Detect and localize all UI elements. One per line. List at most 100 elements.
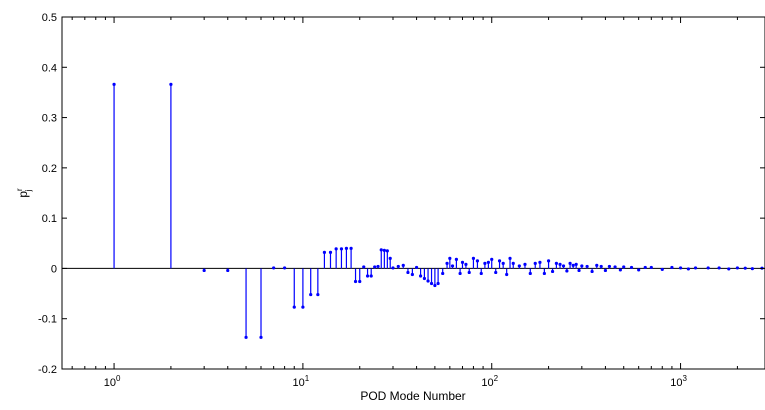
stem-marker <box>396 264 400 269</box>
stem-marker <box>595 263 599 268</box>
stem-marker <box>693 266 698 270</box>
y-axis-label-superscript: r <box>15 188 24 191</box>
stem-marker <box>362 265 366 269</box>
stem-marker <box>538 260 542 264</box>
stem-marker <box>259 335 263 339</box>
stem-marker <box>528 271 532 276</box>
stem-marker <box>497 259 502 263</box>
stem-marker <box>316 292 320 297</box>
stem-marker <box>309 292 313 297</box>
stem-marker <box>418 274 423 278</box>
stem-marker <box>706 266 710 270</box>
y-tick-label: 0.5 <box>42 12 57 24</box>
stem-marker <box>454 257 459 261</box>
stem-marker <box>577 268 581 273</box>
stem-marker <box>410 272 414 277</box>
stem-marker <box>511 261 515 265</box>
stem-marker <box>523 262 527 267</box>
stem-marker <box>226 268 230 273</box>
stem-marker <box>585 264 589 269</box>
stem-marker <box>358 279 362 284</box>
y-tick-label: -0.1 <box>38 314 57 326</box>
stem-marker <box>353 279 358 284</box>
stem-marker <box>565 269 569 273</box>
stem-marker <box>637 268 641 272</box>
stem-marker <box>450 264 455 268</box>
x-tick-label: 100 <box>104 374 121 389</box>
ticks <box>62 16 765 370</box>
stem-marker <box>426 279 430 283</box>
stem-marker <box>244 335 248 339</box>
y-tick-label: 0.3 <box>42 113 57 125</box>
stem-marker <box>301 305 305 309</box>
y-tick-label: 0.1 <box>42 213 57 225</box>
stem-marker <box>550 269 555 274</box>
stem-marker <box>750 267 754 271</box>
stem-marker <box>629 265 634 270</box>
stem-marker <box>272 266 276 270</box>
stem-marker <box>618 268 622 272</box>
stem-marker <box>517 264 521 268</box>
y-tick-label: 0.2 <box>42 163 57 175</box>
plot-background <box>62 17 765 369</box>
stem-marker <box>717 266 721 270</box>
stem-marker <box>546 259 551 263</box>
stem-marker <box>339 247 344 251</box>
stem-marker <box>169 82 173 86</box>
stem-marker <box>441 271 445 276</box>
stem-marker <box>328 250 333 254</box>
stem-marker <box>448 256 452 260</box>
stem-marker <box>322 250 327 254</box>
stem-marker <box>292 305 296 309</box>
x-axis-label: POD Mode Number <box>360 389 465 403</box>
stem-marker <box>433 283 437 288</box>
stem-marker <box>479 271 483 276</box>
stem-marker <box>649 265 653 270</box>
y-axis-label-base: p <box>16 191 30 198</box>
stem-marker <box>385 249 389 253</box>
stem-marker <box>603 268 608 273</box>
stem-marker <box>414 265 419 270</box>
x-tick-label: 101 <box>293 374 310 389</box>
stem-marker <box>112 82 116 86</box>
stem-marker <box>571 263 575 268</box>
stem-series <box>112 82 764 339</box>
stem-marker <box>334 247 338 251</box>
stem-marker <box>613 265 617 269</box>
stem-marker <box>643 265 647 270</box>
stem-marker <box>422 276 427 281</box>
stem-marker <box>373 265 377 269</box>
stem-marker <box>483 261 487 265</box>
x-tick-label: 102 <box>481 374 498 389</box>
stem-marker <box>568 261 572 265</box>
stem-marker <box>349 246 353 250</box>
stem-marker <box>436 281 440 286</box>
stem-marker <box>590 269 594 274</box>
stem-marker <box>471 256 476 260</box>
stem-marker <box>445 261 449 265</box>
stem-marker <box>344 246 349 250</box>
stem-marker <box>508 256 512 260</box>
stem-marker <box>494 270 498 275</box>
stem-marker <box>735 266 740 270</box>
stem-marker <box>202 268 206 273</box>
stem-marker <box>607 264 612 269</box>
stem-marker <box>379 248 383 252</box>
stem-marker <box>580 264 584 268</box>
stem-marker <box>475 259 480 263</box>
stem-marker <box>369 274 373 278</box>
stem-marker <box>458 271 462 276</box>
plot-frame <box>61 16 765 370</box>
x-tick-label: 103 <box>670 374 687 389</box>
stem-marker <box>460 260 465 264</box>
stem-marker <box>574 262 578 267</box>
stem-marker <box>501 261 505 265</box>
stem-marker <box>686 267 690 271</box>
stem-marker <box>660 267 664 272</box>
y-axis-label: prj <box>15 188 33 198</box>
stem-marker <box>401 263 405 268</box>
stem-marker <box>727 267 731 271</box>
stem-marker <box>533 261 537 265</box>
svg-text:prj: prj <box>15 188 33 198</box>
